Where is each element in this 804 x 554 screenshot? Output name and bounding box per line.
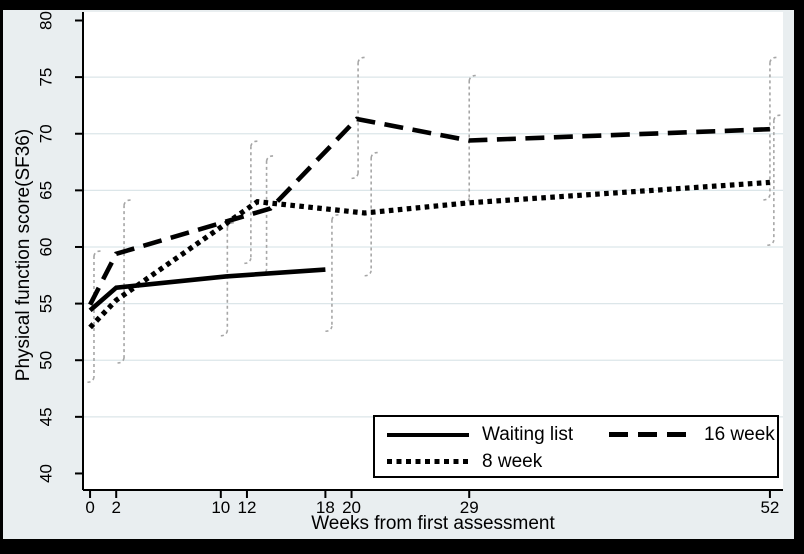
y-tick-label-65: 65: [37, 181, 56, 200]
error-bar-cap-bottom-0: [87, 377, 95, 384]
legend-label-waiting-list: Waiting list: [482, 423, 574, 445]
error-bar-cap-top-4: [265, 155, 274, 162]
y-tick-label-75: 75: [37, 68, 56, 87]
error-bar-cap-bottom-1: [117, 357, 125, 364]
legend-item-waiting-list: Waiting list: [387, 424, 609, 446]
error-bar-cap-top-1: [123, 199, 131, 206]
x-tick-label-12: 12: [237, 498, 256, 517]
legend-item-8-week: 8 week: [387, 451, 609, 473]
error-bar-cap-bottom-3: [244, 258, 252, 265]
legend-box: Waiting list 16 week 8 week: [373, 415, 779, 478]
legend-label-8-week: 8 week: [482, 450, 543, 472]
error-bar-cap-top-3: [250, 140, 258, 147]
x-tick-label-0: 0: [85, 498, 94, 517]
error-bar-cap-top-8: [468, 74, 476, 81]
error-bar-cap-top-2: [226, 221, 234, 228]
legend-line-sample-dotted: [387, 459, 469, 464]
legend-line-sample-dashed: [609, 432, 691, 437]
y-tick-label-50: 50: [37, 351, 56, 370]
x-tick-label-18: 18: [316, 498, 335, 517]
x-tick-label-20: 20: [342, 498, 361, 517]
error-bar-cap-top-10: [773, 114, 781, 121]
error-bar-cap-bottom-5: [325, 326, 333, 333]
series-line-waiting-list: [88, 267, 326, 313]
chart-plot: 40 45 50 55 60 65 70 75 80 0 2 10 12 18 20 29 52: [37, 11, 783, 517]
x-tick-label-2: 2: [111, 498, 120, 517]
error-bar-cap-bottom-9: [763, 194, 771, 201]
x-tick-label-29: 29: [460, 498, 479, 517]
error-bar-cap-bottom-10: [767, 239, 775, 246]
y-tick-label-60: 60: [37, 238, 56, 257]
x-tick-label-10: 10: [211, 498, 230, 517]
legend-item-16-week: 16 week: [609, 424, 777, 446]
y-tick-label-40: 40: [37, 464, 56, 483]
x-axis-label: Weeks from first assessment: [311, 513, 555, 534]
y-tick-label-80: 80: [37, 11, 56, 30]
x-tick-label-52: 52: [760, 498, 779, 517]
error-bar-cap-bottom-6: [351, 173, 359, 180]
error-bar-cap-top-9: [769, 56, 777, 63]
legend-line-sample-solid: [387, 432, 469, 437]
error-bar-cap-top-5: [331, 214, 339, 221]
error-bar-cap-bottom-2: [220, 330, 229, 337]
error-bar-cap-top-7: [370, 151, 378, 158]
y-axis-label: Physical function score(SF36): [13, 128, 34, 382]
error-bar-cap-top-6: [357, 56, 365, 63]
y-tick-label-55: 55: [37, 294, 56, 313]
y-tick-label-70: 70: [37, 124, 56, 143]
graph-area: 40 45 50 55 60 65 70 75 80 0 2 10 12 18 20 29 52 Physica…: [3, 10, 794, 539]
error-bar-cap-top-0: [93, 250, 101, 257]
plot-background: [83, 12, 783, 490]
legend-grid: Waiting list 16 week 8 week: [375, 417, 777, 475]
legend-label-16-week: 16 week: [704, 423, 775, 445]
series-line-8-week: [88, 179, 771, 330]
y-tick-label-45: 45: [37, 407, 56, 426]
error-bar-cap-bottom-7: [364, 270, 372, 277]
